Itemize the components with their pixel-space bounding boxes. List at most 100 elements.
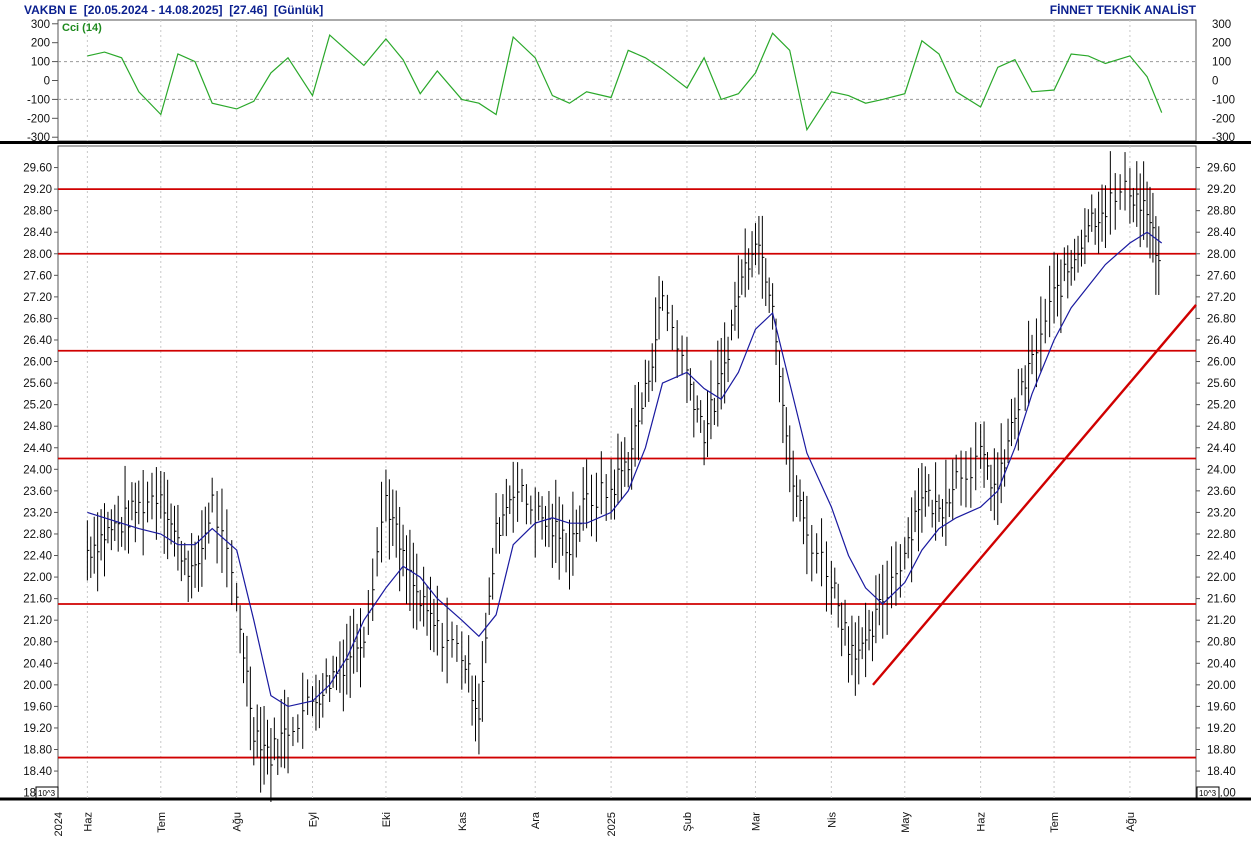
x-tick-label: Haz xyxy=(82,812,94,832)
price-tick-left: 28.80 xyxy=(23,206,52,218)
price-axis: 29.60 29.60 29.20 29.20 28.80 28.80 28.40 28.40… xyxy=(23,163,1236,800)
x-axis: Haz Tem Ağu Eyl Eki Kas Ara 2025 Şub Mar Nis May Haz… xyxy=(53,811,1137,836)
cci-tick-right: 100 xyxy=(1212,57,1231,69)
price-tick-left: 28.40 xyxy=(23,227,52,239)
horizontal-levels xyxy=(58,188,1196,759)
price-tick-left: 22.80 xyxy=(23,529,52,541)
chart-header-right: FİNNET TEKNİK ANALİST xyxy=(1049,3,1196,17)
price-tick-left: 24.00 xyxy=(23,464,52,476)
price-tick-right: 26.80 xyxy=(1207,313,1236,325)
price-tick-right: 22.40 xyxy=(1207,551,1236,563)
cci-label: Cci (14) xyxy=(62,22,102,34)
price-tick-right: 18.40 xyxy=(1207,766,1236,778)
price-tick-left: 25.20 xyxy=(23,400,52,412)
price-tick-left: 24.40 xyxy=(23,443,52,455)
price-tick-right: 23.60 xyxy=(1207,486,1236,498)
price-tick-right: 22.80 xyxy=(1207,529,1236,541)
price-tick-right: 26.40 xyxy=(1207,335,1236,347)
cci-tick-left: 100 xyxy=(31,57,50,69)
price-tick-right: 28.80 xyxy=(1207,206,1236,218)
price-tick-left: 20.80 xyxy=(23,637,52,649)
price-tick-left: 23.20 xyxy=(23,507,52,519)
price-tick-right: 28.40 xyxy=(1207,227,1236,239)
price-tick-right: 25.60 xyxy=(1207,378,1236,390)
x-tick-label: Tem xyxy=(156,812,168,833)
cci-tick-left: -200 xyxy=(27,113,50,125)
x-tick-label: Şub xyxy=(682,812,694,832)
price-tick-right: 19.20 xyxy=(1207,723,1236,735)
price-tick-left: 29.60 xyxy=(23,163,52,175)
cci-tick-right: -100 xyxy=(1212,94,1235,106)
price-tick-right: 22.00 xyxy=(1207,572,1236,584)
price-tick-left: 27.60 xyxy=(23,270,52,282)
scale-note-right: 10^3 xyxy=(1196,786,1220,799)
x-tick-label: Ağu xyxy=(232,812,244,832)
price-tick-right: 24.80 xyxy=(1207,421,1236,433)
price-bars xyxy=(86,151,1161,802)
price-tick-right: 21.20 xyxy=(1207,615,1236,627)
price-tick-left: 19.20 xyxy=(23,723,52,735)
price-tick-right: 23.20 xyxy=(1207,507,1236,519)
price-tick-left: 28.00 xyxy=(23,249,52,261)
price-tick-right: 20.40 xyxy=(1207,658,1236,670)
price-tick-right: 18.80 xyxy=(1207,745,1236,757)
price-tick-left: 20.00 xyxy=(23,680,52,692)
cci-tick-right: 300 xyxy=(1212,19,1231,31)
x-tick-label: Kas xyxy=(457,812,469,831)
cci-tick-right: -300 xyxy=(1212,132,1235,144)
price-tick-right: 27.60 xyxy=(1207,270,1236,282)
price-pane-frame xyxy=(57,145,1197,799)
price-tick-left: 21.60 xyxy=(23,594,52,606)
cci-pane-frame xyxy=(57,19,1197,142)
cci-line xyxy=(87,32,1163,132)
cci-tick-left: 200 xyxy=(31,38,50,50)
price-tick-left: 29.20 xyxy=(23,184,52,196)
x-tick-label: Ara xyxy=(530,811,542,829)
price-tick-left: 18.40 xyxy=(23,766,52,778)
grid-lines xyxy=(58,20,1196,798)
x-tick-label: Tem xyxy=(1049,812,1061,833)
x-tick-label: Eki xyxy=(381,812,393,827)
price-tick-right: 29.20 xyxy=(1207,184,1236,196)
chart-header-left: VAKBN E [20.05.2024 - 14.08.2025] [27.46… xyxy=(24,3,324,17)
scale-note-left: 10^3 xyxy=(35,786,59,799)
price-tick-left: 18.80 xyxy=(23,745,52,757)
x-tick-label: Mar xyxy=(750,812,762,831)
price-tick-left: 19.60 xyxy=(23,701,52,713)
price-tick-right: 27.20 xyxy=(1207,292,1236,304)
cci-tick-left: 0 xyxy=(44,76,50,88)
x-tick-label: Eyl xyxy=(308,812,320,827)
price-tick-right: 20.80 xyxy=(1207,637,1236,649)
svg-text:10^3: 10^3 xyxy=(1199,789,1217,798)
price-tick-right: 24.00 xyxy=(1207,464,1236,476)
price-tick-right: 26.00 xyxy=(1207,357,1236,369)
trendline xyxy=(872,304,1197,686)
x-tick-label: 2024 xyxy=(53,812,65,836)
cci-tick-right: 200 xyxy=(1212,38,1231,50)
price-tick-left: 26.80 xyxy=(23,313,52,325)
price-tick-left: 20.40 xyxy=(23,658,52,670)
svg-text:10^3: 10^3 xyxy=(38,789,56,798)
price-tick-right: 20.00 xyxy=(1207,680,1236,692)
x-tick-label: Haz xyxy=(976,812,988,832)
price-tick-left: 22.40 xyxy=(23,551,52,563)
price-tick-right: 25.20 xyxy=(1207,400,1236,412)
x-tick-label: May xyxy=(900,812,912,833)
cci-axis: 300 300 200 200 100 100 0 0 -100 -100 -200 -200 -300… xyxy=(27,19,1235,144)
price-tick-right: 19.60 xyxy=(1207,701,1236,713)
cci-tick-left: 300 xyxy=(31,19,50,31)
price-tick-left: 24.80 xyxy=(23,421,52,433)
cci-tick-left: -100 xyxy=(27,94,50,106)
price-tick-right: 28.00 xyxy=(1207,249,1236,261)
price-tick-left: 23.60 xyxy=(23,486,52,498)
price-tick-left: 26.40 xyxy=(23,335,52,347)
price-tick-left: 26.00 xyxy=(23,357,52,369)
moving-average-line xyxy=(87,231,1163,708)
price-tick-left: 27.20 xyxy=(23,292,52,304)
price-tick-right: 24.40 xyxy=(1207,443,1236,455)
x-tick-label: Nis xyxy=(826,812,838,828)
x-tick-label: Ağu xyxy=(1125,812,1137,832)
cci-tick-right: 0 xyxy=(1212,76,1218,88)
price-tick-right: 29.60 xyxy=(1207,163,1236,175)
